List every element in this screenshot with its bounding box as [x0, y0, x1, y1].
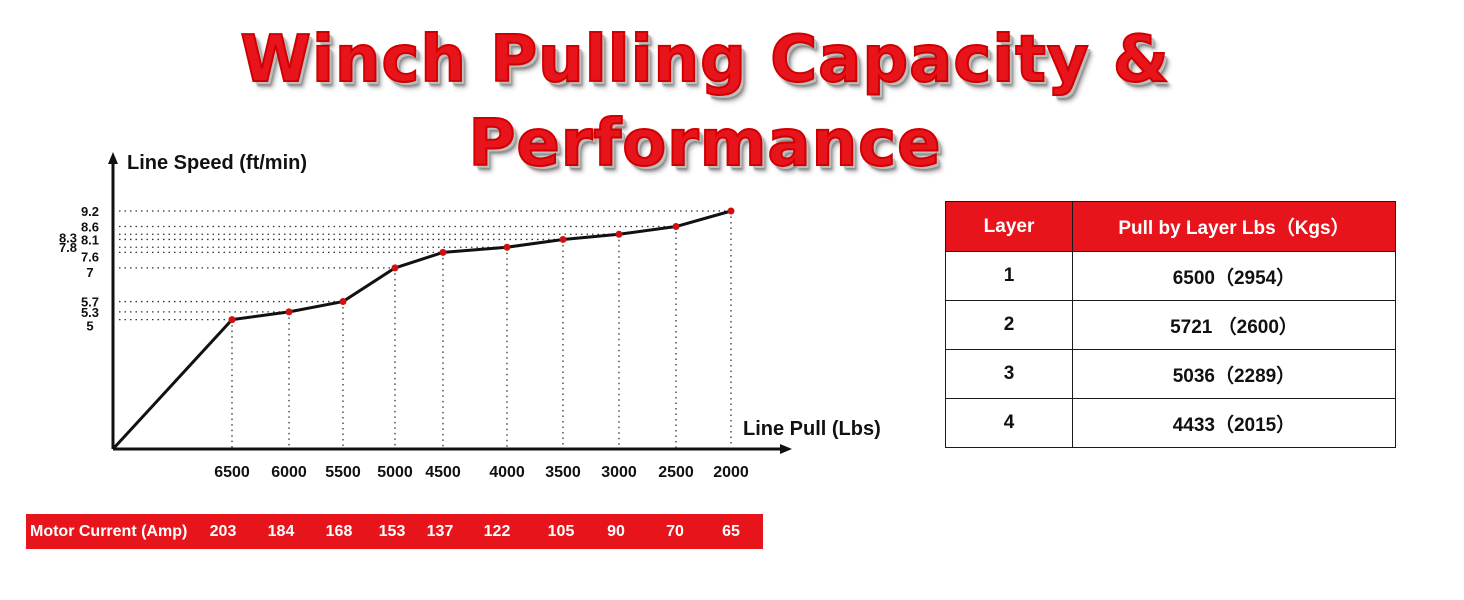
x-axis-arrow	[780, 444, 792, 454]
y-tick-label: 8.6	[81, 220, 99, 235]
pull-cell: 5721 （2600）	[1072, 300, 1396, 350]
pull-cell: 6500（2954）	[1072, 251, 1396, 301]
speed-series	[111, 207, 735, 451]
y-tick-label: 7.8	[59, 240, 77, 255]
header-layer: Layer	[945, 201, 1073, 252]
y-tick-label: 7	[86, 265, 93, 280]
table-row: 2 5721 （2600）	[945, 300, 1396, 350]
y-axis-arrow	[108, 152, 118, 164]
table-row: 3 5036（2289）	[945, 349, 1396, 399]
motor-current-value: 90	[607, 523, 625, 540]
motor-current-value: 122	[483, 523, 511, 540]
motor-current-value: 168	[325, 523, 353, 540]
line-speed-chart: Line Speed (ft/min) Line Pull (Lbs) 9.28…	[59, 152, 881, 481]
y-axis-label: Line Speed (ft/min)	[127, 152, 307, 174]
motor-current-value: 184	[267, 523, 295, 540]
x-tick-label: 6500	[214, 464, 250, 481]
data-point	[391, 264, 399, 272]
table-row: 1 6500（2954）	[945, 251, 1396, 301]
guide-lines	[119, 210, 732, 449]
x-tick-label: 3500	[545, 464, 581, 481]
y-tick-labels: 9.28.6 8.3 8.1 7.8 7.67 5.75.35	[59, 204, 99, 334]
y-tick-label: 5.3	[81, 305, 99, 320]
x-tick-label: 6000	[271, 464, 307, 481]
motor-current-value: 105	[547, 523, 575, 540]
table-row: 4 4433（2015）	[945, 398, 1396, 448]
header-pull: Pull by Layer Lbs（Kgs）	[1072, 201, 1396, 252]
y-tick-label: 9.2	[81, 204, 99, 219]
y-tick-label: 5.7	[81, 295, 99, 310]
motor-current-bar: Motor Current (Amp) 203 184 168 153 137 122 10…	[26, 514, 763, 549]
y-tick-label: 8.1	[81, 232, 99, 247]
motor-current-value: 137	[426, 523, 454, 540]
data-point	[339, 298, 347, 306]
pull-cell: 4433（2015）	[1072, 398, 1396, 448]
data-point	[285, 308, 293, 316]
x-tick-labels: 6500 6000 5500 5000 4500 4000 3500 3000 2500 2000	[214, 464, 749, 481]
y-tick-label: 5	[86, 319, 93, 334]
data-point	[615, 230, 623, 238]
x-tick-label: 2000	[713, 464, 749, 481]
motor-current-value: 70	[666, 523, 684, 540]
chart-axes	[108, 152, 792, 454]
layer-cell: 4	[945, 398, 1073, 448]
layer-cell: 1	[945, 251, 1073, 301]
data-point	[672, 223, 680, 231]
motor-current-value: 153	[378, 523, 406, 540]
data-point	[228, 316, 236, 324]
motor-current-value: 65	[722, 523, 740, 540]
data-point	[439, 248, 447, 256]
layer-cell: 2	[945, 300, 1073, 350]
data-point	[559, 235, 567, 243]
table-header-row: Layer Pull by Layer Lbs（Kgs）	[945, 201, 1396, 252]
x-tick-label: 3000	[601, 464, 637, 481]
page-title: Winch Pulling Capacity & Performance	[239, 22, 1170, 182]
x-tick-label: 4000	[489, 464, 525, 481]
x-tick-label: 4500	[425, 464, 461, 481]
x-axis-label: Line Pull (Lbs)	[743, 418, 881, 440]
y-tick-label: 8.3	[59, 231, 77, 246]
x-tick-label: 5000	[377, 464, 413, 481]
pull-by-layer-table: Layer Pull by Layer Lbs（Kgs） 1 6500（2954…	[945, 201, 1396, 448]
pull-cell: 5036（2289）	[1072, 349, 1396, 399]
data-point	[503, 243, 511, 251]
layer-cell: 3	[945, 349, 1073, 399]
motor-current-label: Motor Current (Amp)	[30, 523, 188, 540]
x-tick-label: 2500	[658, 464, 694, 481]
data-point	[727, 207, 735, 215]
motor-current-value: 203	[209, 523, 237, 540]
x-tick-label: 5500	[325, 464, 361, 481]
y-tick-label: 7.6	[81, 249, 99, 264]
